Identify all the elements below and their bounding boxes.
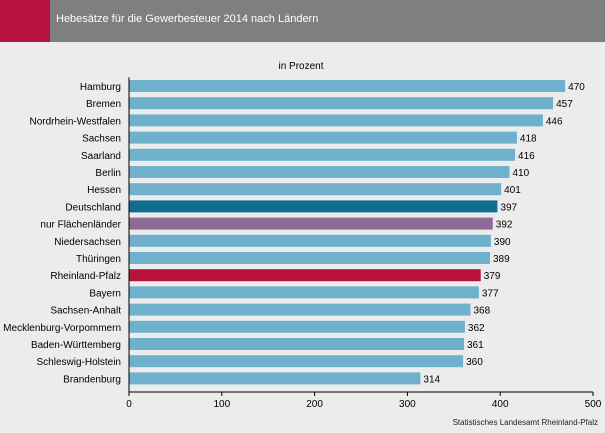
category-label-bremen: Bremen bbox=[86, 99, 121, 110]
chart-subtitle: in Prozent bbox=[278, 61, 323, 72]
category-label-hessen: Hessen bbox=[87, 185, 121, 196]
category-label-berlin: Berlin bbox=[95, 168, 121, 179]
x-tick-label-100: 100 bbox=[213, 399, 230, 410]
value-label-nordrhein-westfalen: 446 bbox=[546, 116, 563, 127]
value-label-schleswig-holstein: 360 bbox=[466, 357, 483, 368]
category-label-brandenburg: Brandenburg bbox=[63, 374, 121, 385]
value-label-sachsen-anhalt: 368 bbox=[474, 306, 491, 317]
value-label-hamburg: 470 bbox=[568, 82, 585, 93]
x-tick-label-300: 300 bbox=[399, 399, 416, 410]
header-bar: Hebesätze für die Gewerbesteuer 2014 nac… bbox=[0, 0, 605, 42]
value-label-baden-w-rttemberg: 361 bbox=[467, 340, 484, 351]
bar-bremen bbox=[129, 97, 554, 110]
bars-group: Hamburg 470 Bremen 457 Nordrhein-Westfalen 44… bbox=[3, 80, 585, 385]
bar-nur-fl-chenl-nder bbox=[129, 217, 493, 230]
category-label-deutschland: Deutschland bbox=[65, 202, 121, 213]
bar-brandenburg bbox=[129, 372, 421, 385]
bar-th-ringen bbox=[129, 252, 490, 264]
bar-hessen bbox=[129, 183, 502, 196]
source-note: Statistisches Landesamt Rheinland-Pfalz bbox=[453, 418, 598, 427]
value-label-saarland: 416 bbox=[518, 151, 535, 162]
value-label-bremen: 457 bbox=[556, 99, 573, 110]
category-label-saarland: Saarland bbox=[81, 151, 121, 162]
value-label-bayern: 377 bbox=[482, 288, 499, 299]
category-label-th-ringen: Thüringen bbox=[76, 254, 121, 265]
bar-rheinland-pfalz bbox=[129, 269, 481, 282]
category-label-nur-fl-chenl-nder: nur Flächenländer bbox=[40, 220, 121, 231]
value-label-berlin: 410 bbox=[512, 168, 529, 179]
category-label-nordrhein-westfalen: Nordrhein-Westfalen bbox=[29, 116, 121, 127]
x-tick-label-400: 400 bbox=[492, 399, 509, 410]
category-label-hamburg: Hamburg bbox=[80, 82, 121, 93]
x-tick-label-0: 0 bbox=[126, 399, 132, 410]
category-label-baden-w-rttemberg: Baden-Württemberg bbox=[31, 340, 121, 351]
category-label-schleswig-holstein: Schleswig-Holstein bbox=[37, 357, 121, 368]
category-label-niedersachsen: Niedersachsen bbox=[54, 237, 121, 248]
bar-schleswig-holstein bbox=[129, 355, 464, 368]
value-label-deutschland: 397 bbox=[500, 202, 517, 213]
bar-mecklenburg-vorpommern bbox=[129, 320, 465, 333]
value-label-mecklenburg-vorpommern: 362 bbox=[468, 323, 485, 334]
bar-chart: in Prozent Hamburg 470 Bremen 457 Nordrhein-… bbox=[3, 61, 602, 427]
bar-sachsen bbox=[129, 131, 517, 144]
bar-deutschland bbox=[129, 200, 498, 213]
bar-sachsen-anhalt bbox=[129, 303, 471, 316]
value-label-nur-fl-chenl-nder: 392 bbox=[496, 220, 513, 231]
bar-berlin bbox=[129, 166, 510, 178]
chart-title: Hebesätze für die Gewerbesteuer 2014 nac… bbox=[56, 13, 319, 25]
value-label-sachsen: 418 bbox=[520, 134, 537, 145]
bar-baden-w-rttemberg bbox=[129, 338, 465, 350]
value-label-niedersachsen: 390 bbox=[494, 237, 511, 248]
header-accent-block bbox=[0, 0, 50, 42]
category-label-sachsen-anhalt: Sachsen-Anhalt bbox=[50, 306, 121, 317]
bar-saarland bbox=[129, 148, 516, 161]
x-tick-label-200: 200 bbox=[306, 399, 323, 410]
bar-hamburg bbox=[129, 80, 566, 92]
category-label-sachsen: Sachsen bbox=[82, 134, 121, 145]
bar-bayern bbox=[129, 286, 479, 299]
bar-nordrhein-westfalen bbox=[129, 114, 543, 127]
category-label-rheinland-pfalz: Rheinland-Pfalz bbox=[50, 271, 121, 282]
category-label-mecklenburg-vorpommern: Mecklenburg-Vorpommern bbox=[3, 323, 121, 334]
category-label-bayern: Bayern bbox=[89, 288, 121, 299]
value-label-hessen: 401 bbox=[504, 185, 521, 196]
bar-niedersachsen bbox=[129, 234, 491, 247]
value-label-rheinland-pfalz: 379 bbox=[484, 271, 501, 282]
value-label-th-ringen: 389 bbox=[493, 254, 510, 265]
x-axis: 0 100 200 300 400 500 bbox=[126, 77, 602, 410]
value-label-brandenburg: 314 bbox=[423, 374, 440, 385]
x-tick-label-500: 500 bbox=[585, 399, 602, 410]
